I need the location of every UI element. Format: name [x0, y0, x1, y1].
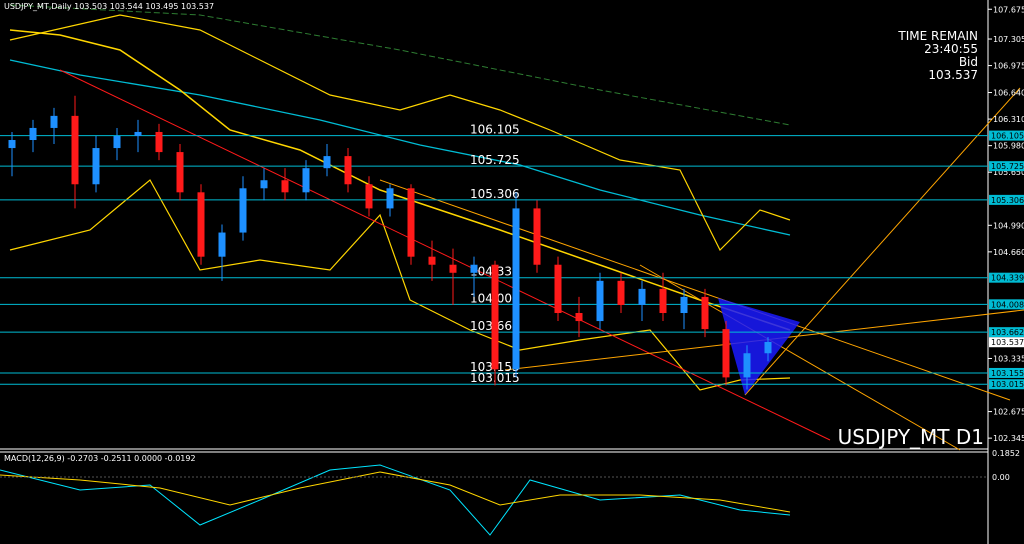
level-tag-label: 103.662 [991, 328, 1024, 337]
level-tag [989, 130, 1024, 141]
level-tag [989, 367, 1024, 378]
candle-body [281, 180, 289, 193]
timer-title: TIME REMAIN [897, 29, 978, 43]
candle-body [344, 156, 352, 185]
candle-body [596, 280, 604, 322]
current-price-label: 103.537 [991, 338, 1024, 347]
level-label: 106.105 [470, 123, 520, 137]
candle-body [512, 208, 520, 370]
candle-body [155, 131, 163, 153]
price-tick-label: 104.660 [993, 248, 1024, 257]
candle-body [659, 288, 667, 314]
candle-body [764, 341, 772, 354]
level-tag-label: 103.155 [991, 369, 1024, 378]
level-tag [989, 194, 1024, 205]
symbol-info: USDJPY_MT,Daily 103.503 103.544 103.495 … [4, 2, 214, 11]
trend-line [59, 69, 831, 441]
long-ma [9, 4, 791, 126]
candle-body [218, 232, 226, 257]
candle-body [554, 264, 562, 314]
candle-body [407, 188, 415, 257]
candle-body [449, 264, 457, 273]
candle-body [680, 296, 688, 314]
trend-line [379, 179, 1011, 401]
price-tick-label: 107.675 [993, 5, 1024, 14]
level-tag-label: 104.008 [991, 300, 1024, 309]
price-tick-label: 102.675 [993, 408, 1024, 417]
candle-body [470, 264, 478, 273]
candle-body [260, 180, 268, 189]
bollinger-middle [9, 29, 791, 331]
timer-time: 23:40:55 [924, 42, 978, 56]
candle-body [743, 353, 751, 378]
candle-body [197, 192, 205, 257]
candle-body [176, 152, 184, 193]
candle-body [92, 148, 100, 185]
moving-average [9, 59, 791, 236]
triangle-pattern [718, 298, 800, 395]
candle-body [617, 280, 625, 305]
level-tag-label: 106.105 [991, 132, 1024, 141]
level-label: 105.725 [470, 153, 520, 167]
candle-body [386, 188, 394, 209]
level-tag [989, 161, 1024, 172]
candle-body [575, 313, 583, 322]
level-tag [989, 379, 1024, 390]
macd-line [0, 464, 791, 536]
current-price-tag [989, 337, 1024, 348]
candle-body [722, 329, 730, 378]
level-tag [989, 299, 1024, 310]
signal-line [0, 471, 791, 513]
price-tick-label: 105.650 [993, 168, 1024, 177]
candle-body [638, 288, 646, 305]
price-tick-label: 102.345 [993, 434, 1024, 443]
price-tick-label: 106.640 [993, 89, 1024, 98]
candle-body [533, 208, 541, 265]
candle-body [113, 135, 121, 149]
level-tag [989, 272, 1024, 283]
bollinger-upper [9, 14, 791, 252]
candle-body [50, 115, 58, 128]
candle-body [71, 115, 79, 185]
level-tag-label: 104.339 [991, 274, 1024, 283]
candle-body [302, 168, 310, 193]
macd-title: MACD(12,26,9) -0.2703 -0.2511 0.0000 -0.… [4, 454, 196, 463]
candle-body [29, 127, 37, 141]
price-tick-label: 104.990 [993, 221, 1024, 230]
macd-axis-label: 0.1852 [992, 449, 1020, 458]
bid-label: Bid [959, 55, 978, 69]
level-tag [989, 327, 1024, 338]
candle-body [8, 140, 16, 149]
trend-line [639, 264, 961, 451]
level-label: 105.306 [470, 187, 520, 201]
price-tick-label: 106.310 [993, 115, 1024, 124]
price-tick-label: 103.335 [993, 354, 1024, 363]
symbol-watermark: USDJPY_MT D1 [838, 425, 984, 449]
trend-line [744, 87, 1021, 396]
candle-body [134, 131, 142, 136]
level-tag-label: 103.015 [991, 380, 1024, 389]
candle-body [323, 156, 331, 169]
price-tick-label: 106.975 [993, 62, 1024, 71]
macd-axis-label: 0.00 [992, 473, 1010, 482]
bid-value: 103.537 [928, 68, 978, 82]
candle-body [701, 296, 709, 330]
candle-body [428, 256, 436, 265]
price-tick-label: 107.305 [993, 35, 1024, 44]
level-tag-label: 105.725 [991, 162, 1024, 171]
price-tick-label: 105.980 [993, 142, 1024, 151]
candle-body [365, 184, 373, 209]
candle-body [239, 188, 247, 233]
candle-body [491, 264, 499, 370]
level-tag-label: 105.306 [991, 196, 1024, 205]
